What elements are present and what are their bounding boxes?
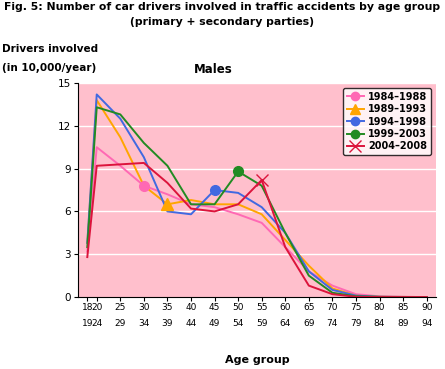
Text: (primary + secondary parties): (primary + secondary parties) xyxy=(130,17,315,27)
Text: 39: 39 xyxy=(162,319,173,328)
Text: 44: 44 xyxy=(186,319,197,328)
Text: 24: 24 xyxy=(91,319,102,328)
Text: (in 10,000/year): (in 10,000/year) xyxy=(2,63,97,73)
Text: 49: 49 xyxy=(209,319,220,328)
Text: 19: 19 xyxy=(81,319,93,328)
Text: Males: Males xyxy=(194,63,233,76)
Text: Drivers involved: Drivers involved xyxy=(2,44,98,54)
Text: 74: 74 xyxy=(327,319,338,328)
Text: Fig. 5: Number of car drivers involved in traffic accidents by age group: Fig. 5: Number of car drivers involved i… xyxy=(4,2,441,12)
Text: 64: 64 xyxy=(279,319,291,328)
Text: Age group: Age group xyxy=(225,355,290,365)
Text: 89: 89 xyxy=(397,319,409,328)
Text: 84: 84 xyxy=(374,319,385,328)
Text: 54: 54 xyxy=(232,319,244,328)
Text: 69: 69 xyxy=(303,319,315,328)
Legend: 1984–1988, 1989–1993, 1994–1998, 1999–2003, 2004–2008: 1984–1988, 1989–1993, 1994–1998, 1999–20… xyxy=(343,88,431,155)
Text: 59: 59 xyxy=(256,319,267,328)
Text: 79: 79 xyxy=(350,319,362,328)
Text: 94: 94 xyxy=(421,319,433,328)
Text: 34: 34 xyxy=(138,319,150,328)
Text: 29: 29 xyxy=(115,319,126,328)
